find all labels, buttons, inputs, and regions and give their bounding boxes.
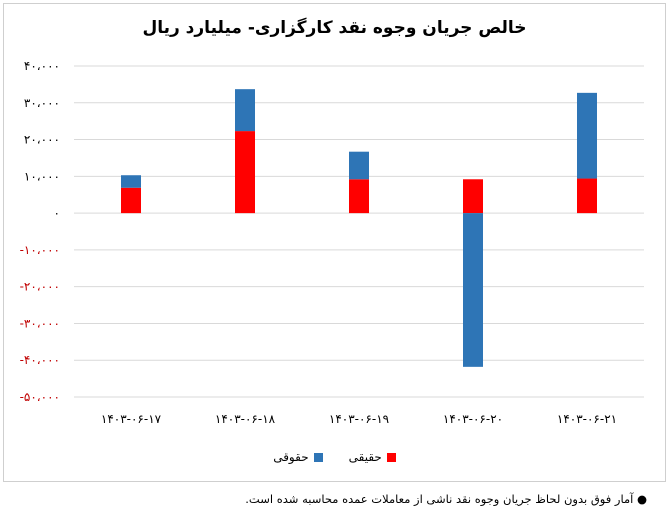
legend-swatch-series-1: [313, 452, 323, 462]
x-tick-label: ۱۴۰۳-۰۶-۱۷: [101, 412, 162, 426]
bar-series-1: [463, 213, 483, 367]
bar-series-0: [577, 178, 597, 214]
bar-series-1: [235, 89, 255, 132]
footnote: ● آمار فوق بدون لحاظ جریان وجوه نقد ناشی…: [245, 492, 647, 506]
bar-series-0: [349, 179, 369, 214]
legend-label-series-0: حقیقی: [348, 450, 382, 464]
legend-item-series-0: حقیقی: [349, 450, 396, 464]
legend-item-series-1: حقوقی: [273, 450, 323, 464]
y-tick-label: -۳۰،۰۰۰: [20, 316, 60, 330]
y-tick-label: -۴۰،۰۰۰: [20, 353, 60, 367]
bar-series-0: [235, 131, 255, 214]
y-tick-label: -۲۰،۰۰۰: [20, 280, 60, 294]
y-tick-label: ۰: [54, 206, 60, 220]
bar-series-0: [463, 179, 483, 214]
bar-series-1: [349, 151, 369, 180]
y-tick-label: -۵۰،۰۰۰: [20, 390, 60, 404]
bar-series-1: [577, 92, 597, 179]
y-tick-label: ۱۰،۰۰۰: [24, 169, 60, 183]
chart-legend: حقیقی حقوقی: [4, 450, 665, 464]
bar-series-1: [121, 175, 141, 188]
y-tick-label: ۴۰،۰۰۰: [24, 59, 60, 73]
y-tick-label: -۱۰،۰۰۰: [20, 243, 60, 257]
x-tick-label: ۱۴۰۳-۰۶-۲۱: [557, 412, 617, 426]
y-tick-label: ۲۰،۰۰۰: [24, 133, 60, 147]
x-tick-label: ۱۴۰۳-۰۶-۱۸: [215, 412, 276, 426]
chart-frame: خالص جریان وجوه نقد کارگزاری- میلیارد ری…: [3, 3, 666, 482]
chart-title: خالص جریان وجوه نقد کارگزاری- میلیارد ری…: [142, 18, 527, 38]
chart-plot: ۴۰،۰۰۰ ۳۰،۰۰۰ ۲۰،۰۰۰ ۱۰،۰۰۰ ۰ -۱۰،۰۰۰ -۲۰،۰۰۰ -…: [20, 59, 644, 426]
x-tick-label: ۱۴۰۳-۰۶-۲۰: [443, 412, 503, 426]
legend-label-series-1: حقوقی: [273, 450, 309, 464]
y-tick-label: ۳۰،۰۰۰: [24, 96, 60, 110]
bar-series-0: [121, 187, 141, 214]
legend-swatch-series-0: [386, 452, 396, 462]
x-tick-label: ۱۴۰۳-۰۶-۱۹: [329, 412, 389, 426]
